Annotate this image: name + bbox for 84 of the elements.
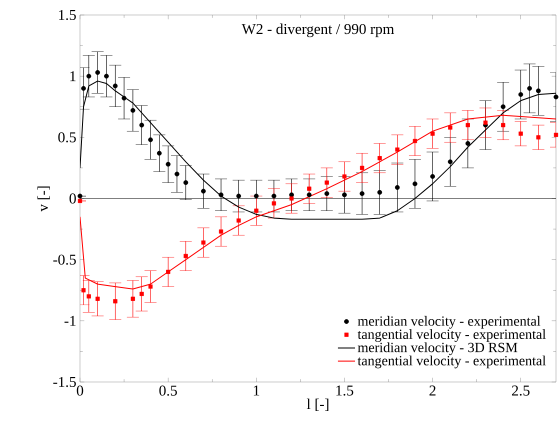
point [307,186,312,191]
point [536,88,541,94]
point [518,132,523,136]
point [342,174,347,179]
point [156,150,162,156]
point [86,294,91,298]
point [289,196,294,201]
point [289,192,294,198]
point [78,194,82,198]
y-tick-label: -1 [64,316,76,326]
point [166,162,171,167]
legend-label: meridian velocity - experimental [358,316,540,329]
point [184,254,188,258]
point [78,198,82,204]
point [448,125,452,130]
y-tick-label: 0 [70,193,76,204]
point [360,191,364,196]
point [122,96,126,101]
x-tick-label: 1 [254,386,260,396]
point [183,180,188,185]
point [201,188,206,194]
point [430,132,435,136]
y-axis-title: v [-] [37,186,50,212]
point [501,123,506,128]
point [536,135,540,140]
point [430,174,435,179]
point [272,194,276,198]
legend-label: tangential velocity - experimental [358,329,546,342]
point [448,159,453,164]
point [465,141,470,146]
point [483,120,488,125]
point [130,108,136,113]
x-tick-label: 2.5 [512,386,530,396]
point [236,218,241,223]
point [395,147,400,152]
point [518,92,524,97]
y-tick-label: -1.5 [53,376,76,388]
point [342,192,347,198]
point [148,137,153,142]
point [201,240,206,245]
point [218,229,224,234]
point [324,180,329,185]
legend-label: meridian velocity - 3D RSM [358,342,518,356]
point [218,192,224,198]
point [412,138,418,144]
point [254,208,258,213]
point [360,166,364,170]
y-tick-label: 1 [70,71,76,82]
point [378,156,382,160]
point [112,84,118,88]
point [466,123,470,128]
point [394,185,400,190]
x-axis-title: l [-] [306,398,328,411]
point [306,192,312,198]
x-tick-label: 0.5 [159,386,177,396]
point [140,292,144,296]
x-tick-label: 2 [430,386,436,396]
point [412,181,418,186]
point [272,201,276,206]
point [96,296,100,301]
point [236,194,242,198]
point [500,104,506,110]
x-tick-label: 1.5 [336,386,354,396]
point [139,122,144,128]
y-tick-label: 1.5 [59,10,76,20]
point [166,270,170,274]
point [81,86,86,91]
legend-label: tangential velocity - experimental [358,356,546,368]
y-tick-label: -0.5 [53,254,76,265]
point [113,299,118,304]
point [148,284,153,289]
point [130,296,135,301]
x-tick-label: 0 [76,386,84,396]
point [86,74,92,79]
point [95,70,100,75]
point [104,74,109,79]
point [377,190,382,195]
text: W2 - divergent / 990 rpm [242,24,394,38]
point [81,288,86,292]
point [254,194,259,198]
point [527,86,532,91]
point [324,191,330,196]
y-tick-label: 0.5 [58,132,76,142]
point [174,172,180,176]
